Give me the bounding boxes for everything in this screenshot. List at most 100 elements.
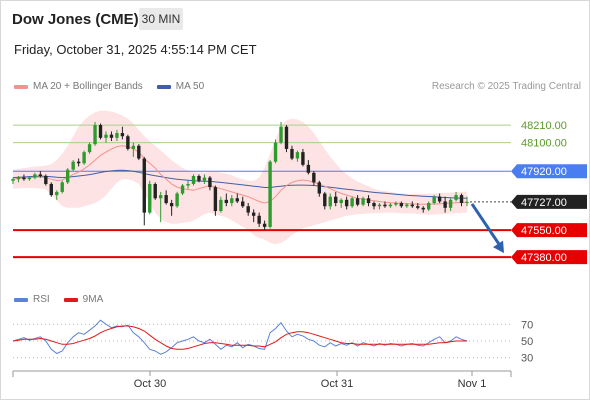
instrument-title: Dow Jones (CME) bbox=[12, 11, 139, 28]
candle bbox=[284, 125, 289, 153]
candle-body bbox=[317, 182, 322, 194]
candle-body bbox=[344, 199, 349, 207]
candle bbox=[213, 185, 218, 216]
candle-body bbox=[137, 145, 141, 159]
candle-body bbox=[416, 206, 420, 208]
candle-body bbox=[394, 203, 398, 205]
candle bbox=[60, 180, 64, 194]
candle bbox=[251, 209, 256, 223]
candle-body bbox=[87, 144, 92, 153]
candle-body bbox=[465, 201, 469, 204]
candle bbox=[350, 196, 354, 208]
candle-body bbox=[432, 196, 436, 204]
candle-body bbox=[301, 152, 305, 165]
candle bbox=[131, 142, 136, 157]
candle bbox=[55, 190, 59, 200]
rsi-tick-label: 30 bbox=[521, 353, 533, 365]
candle-body bbox=[76, 161, 81, 164]
candle-body bbox=[126, 136, 130, 149]
candle bbox=[295, 150, 300, 162]
timeframe-badge[interactable]: 30 MIN bbox=[139, 8, 183, 30]
candle-body bbox=[361, 198, 365, 205]
candle-body bbox=[71, 161, 75, 170]
rsi-swatch bbox=[14, 297, 28, 302]
candle bbox=[164, 190, 168, 205]
candle bbox=[148, 180, 152, 215]
price-tag-4: 47550.00 bbox=[511, 223, 587, 238]
candle-body bbox=[443, 201, 447, 208]
candle-body bbox=[459, 195, 464, 204]
candle-body bbox=[290, 148, 294, 159]
candle-body bbox=[372, 203, 376, 207]
candle bbox=[66, 168, 70, 184]
candle-body bbox=[98, 125, 103, 138]
candle bbox=[153, 182, 157, 200]
candle-body bbox=[142, 158, 146, 213]
candle bbox=[383, 201, 387, 208]
candle bbox=[11, 177, 15, 184]
candle-body bbox=[377, 204, 382, 207]
candle bbox=[180, 183, 185, 196]
candle-body bbox=[104, 134, 108, 138]
candle bbox=[33, 172, 37, 180]
candle-body bbox=[180, 185, 185, 194]
candle bbox=[49, 182, 53, 197]
legend-ma20-label: MA 20 + Bollinger Bands bbox=[33, 81, 143, 92]
price-legend: MA 20 + Bollinger Bands MA 50 bbox=[14, 81, 218, 92]
candle-body bbox=[120, 133, 125, 137]
candle bbox=[197, 174, 201, 183]
legend-ma20: MA 20 + Bollinger Bands bbox=[14, 81, 143, 92]
candle-body bbox=[11, 179, 15, 181]
price-tag-label: 47380.00 bbox=[521, 252, 567, 264]
candle bbox=[219, 196, 223, 213]
candle-body bbox=[437, 196, 442, 202]
rsi-ma9-line bbox=[12, 325, 467, 350]
candle-body bbox=[153, 183, 157, 199]
candle-body bbox=[82, 152, 86, 164]
candle-body bbox=[16, 177, 21, 180]
candle bbox=[191, 174, 196, 186]
candle bbox=[290, 145, 294, 161]
candle bbox=[82, 150, 86, 165]
candle-body bbox=[169, 203, 174, 207]
candle-body bbox=[328, 196, 332, 207]
candle bbox=[410, 201, 414, 208]
candle bbox=[427, 201, 431, 211]
candle bbox=[76, 158, 81, 167]
legend-ma50-label: MA 50 bbox=[175, 81, 205, 92]
candle-body bbox=[268, 161, 272, 227]
candle-body bbox=[38, 174, 43, 176]
candle bbox=[98, 123, 103, 140]
candle-body bbox=[27, 177, 32, 180]
candle bbox=[421, 206, 425, 213]
candle-body bbox=[49, 183, 53, 196]
candle-body bbox=[148, 183, 152, 213]
candle bbox=[142, 156, 146, 226]
legend-ma50: MA 50 bbox=[156, 81, 205, 92]
rsi-tick-label: 70 bbox=[521, 319, 533, 331]
candle bbox=[448, 198, 453, 211]
candle-body bbox=[323, 193, 327, 207]
candle bbox=[301, 148, 305, 167]
candle bbox=[312, 171, 316, 186]
candle bbox=[93, 121, 97, 146]
candle-body bbox=[60, 182, 64, 192]
candle bbox=[246, 203, 250, 216]
candle bbox=[459, 193, 464, 207]
candle bbox=[262, 220, 267, 231]
candle-body bbox=[197, 176, 201, 181]
candle-body bbox=[383, 204, 387, 207]
candle-body bbox=[334, 196, 338, 204]
candle bbox=[306, 160, 311, 175]
candle bbox=[175, 191, 179, 208]
candle bbox=[323, 191, 327, 210]
candle bbox=[273, 139, 278, 164]
candle-body bbox=[230, 198, 234, 204]
price-tag-5: 47380.00 bbox=[511, 250, 587, 265]
candle-body bbox=[164, 195, 168, 204]
candle bbox=[377, 203, 382, 210]
candle bbox=[355, 195, 360, 207]
candle-body bbox=[295, 152, 300, 159]
